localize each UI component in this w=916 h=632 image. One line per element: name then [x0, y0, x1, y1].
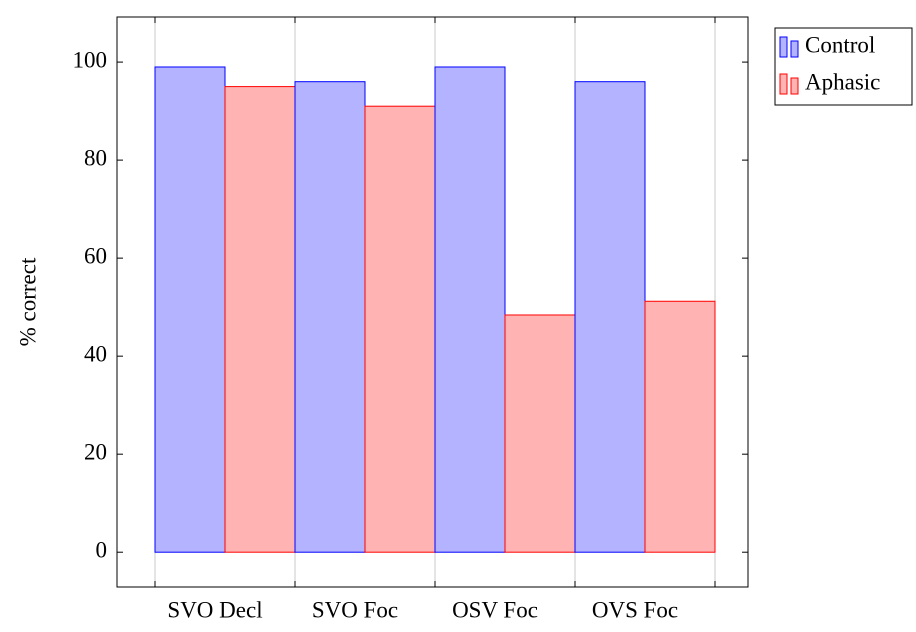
legend-label: Aphasic: [805, 69, 880, 94]
bar: [504, 314, 576, 553]
legend-swatch: [779, 36, 788, 58]
bar: [294, 81, 366, 553]
legend-swatch: [779, 73, 788, 95]
bar: [574, 81, 646, 553]
y-tick-label: 0: [96, 537, 108, 562]
y-tick-label: 80: [84, 145, 107, 170]
x-tick-label: SVO Foc: [312, 597, 398, 622]
plot-frame: [116, 16, 749, 588]
y-axis-label: % correct: [15, 257, 40, 346]
y-tick-label: 100: [73, 47, 108, 72]
bar: [364, 105, 436, 553]
legend-swatch: [790, 40, 799, 58]
bar: [644, 300, 716, 553]
y-tick-label: 40: [84, 341, 107, 366]
legend-swatch: [790, 77, 799, 95]
y-tick-label: 60: [84, 243, 107, 268]
bar: [434, 66, 506, 553]
x-tick-label: OVS Foc: [592, 597, 678, 622]
x-tick-label: SVO Decl: [167, 597, 262, 622]
bar: [154, 66, 226, 553]
x-tick-label: OSV Foc: [452, 597, 538, 622]
bar: [224, 86, 296, 553]
legend-label: Control: [805, 32, 875, 57]
y-tick-label: 20: [84, 439, 107, 464]
